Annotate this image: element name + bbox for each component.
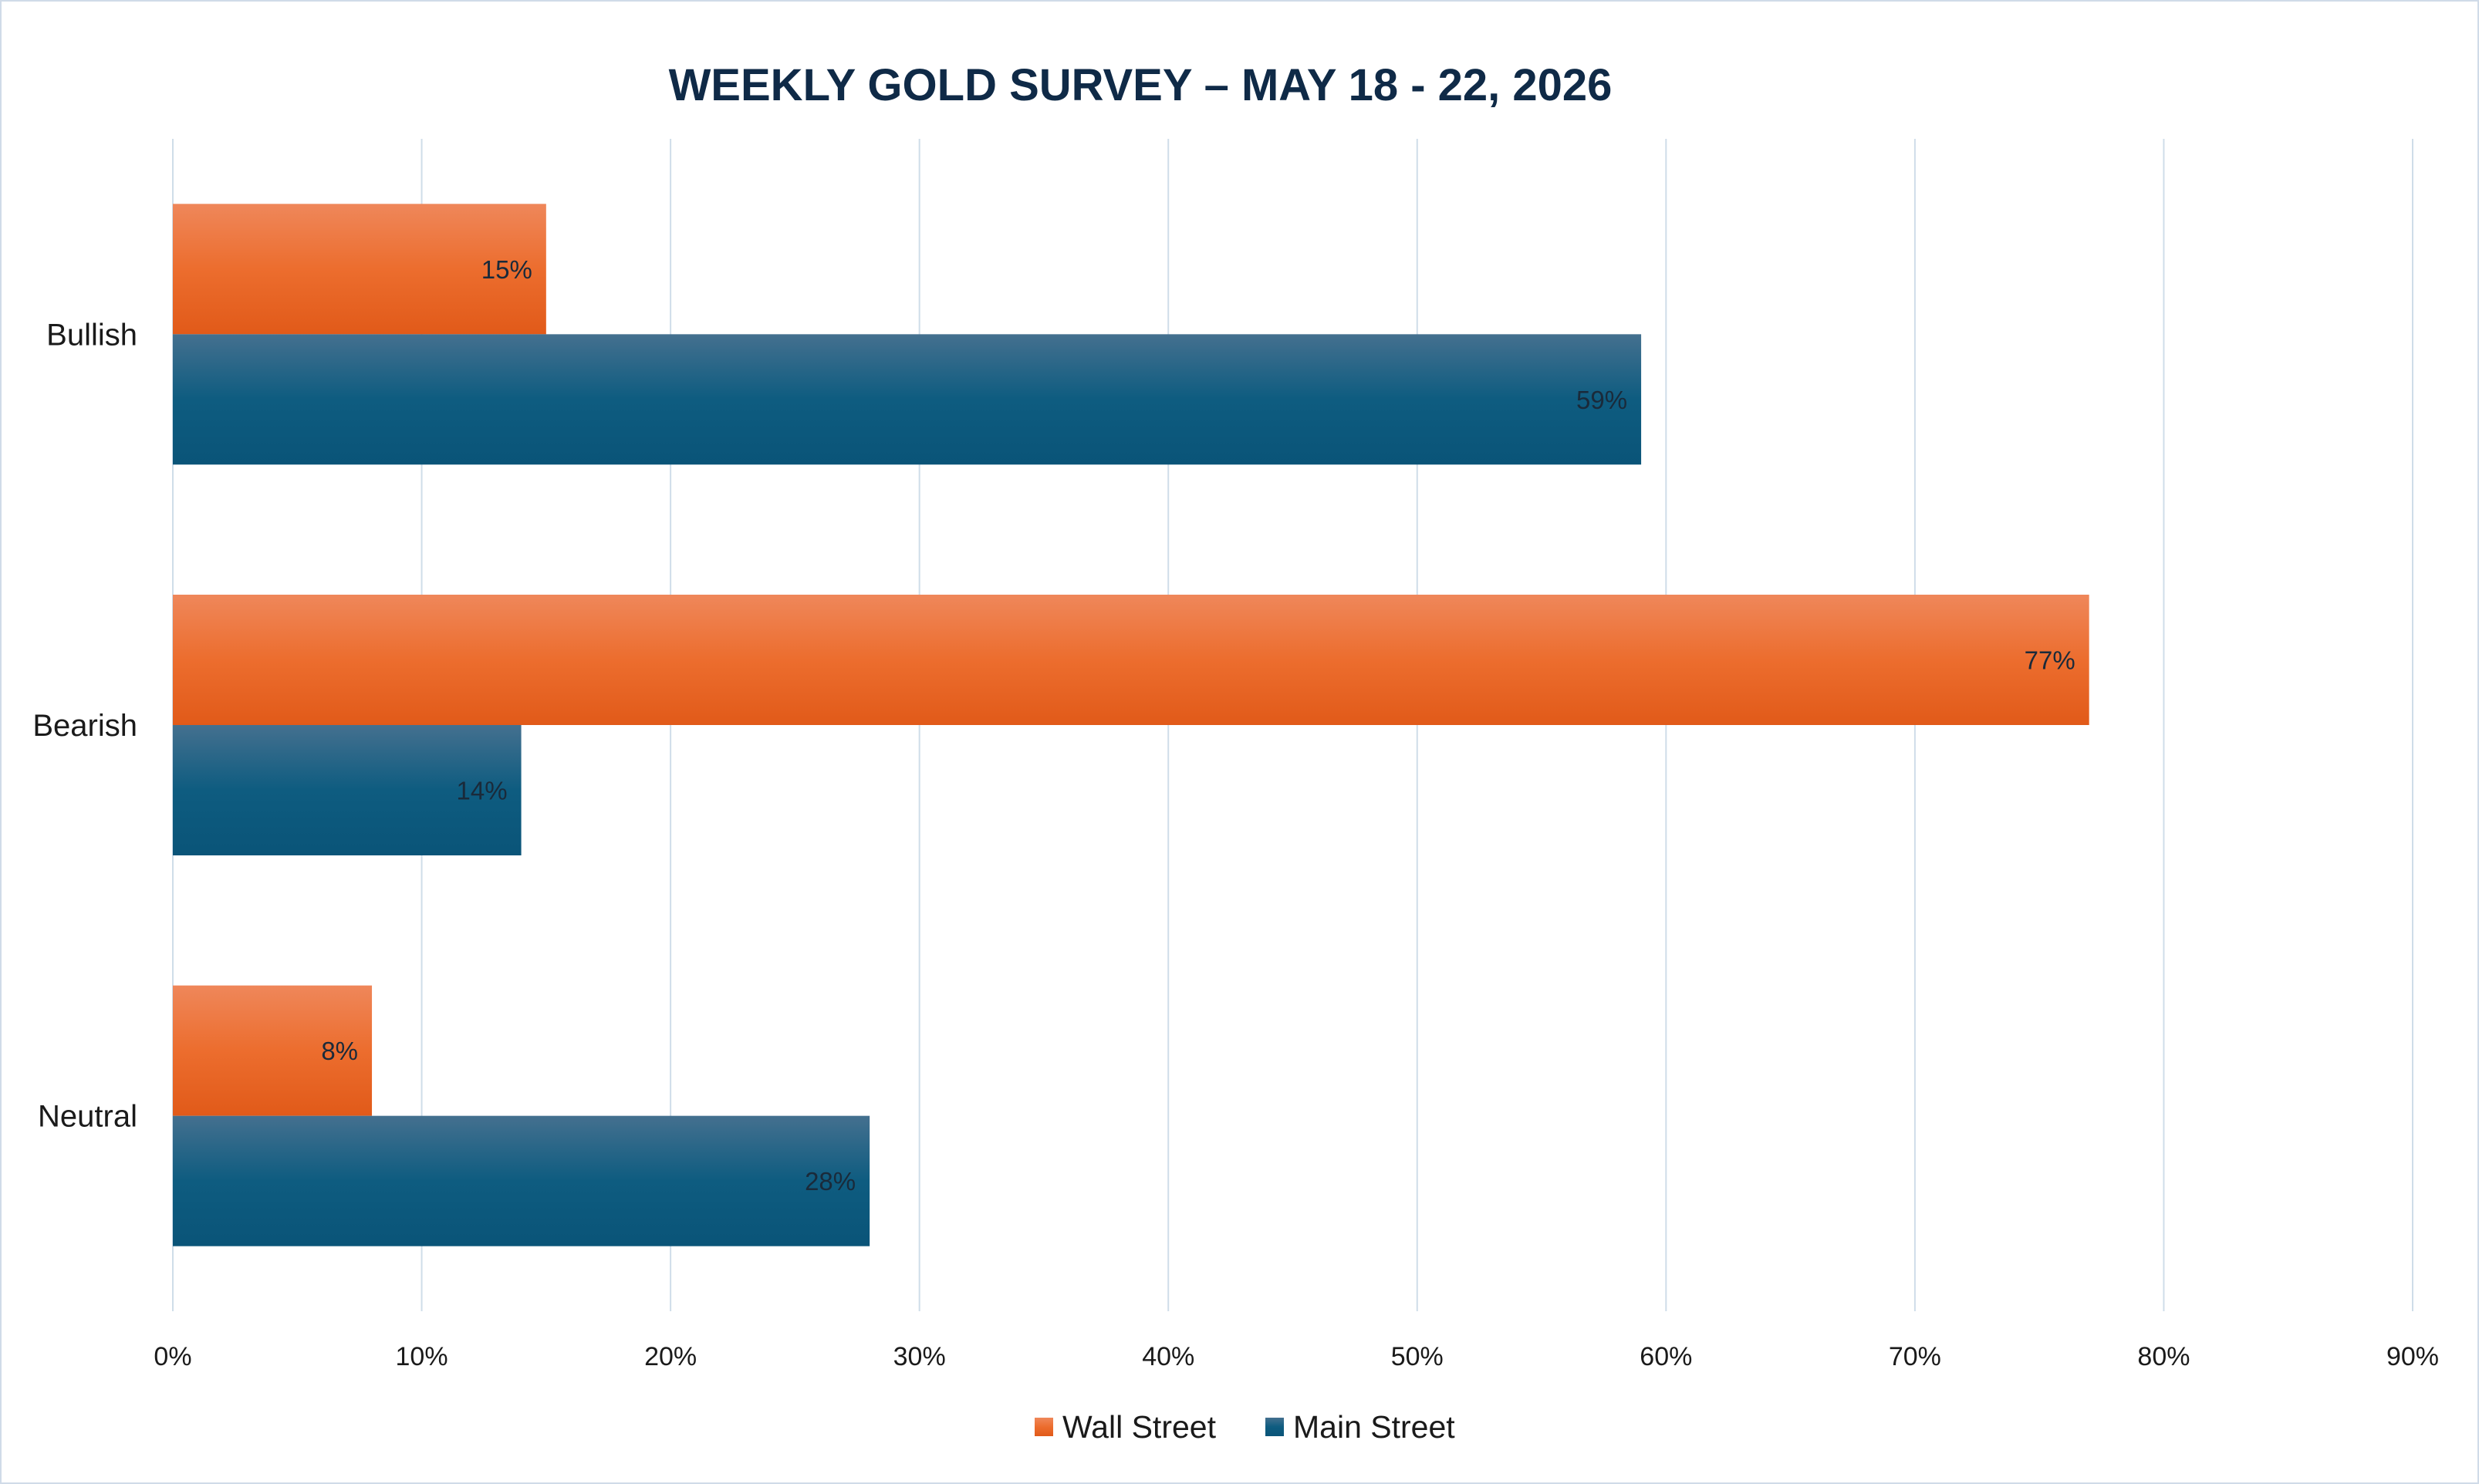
legend-swatch-wall-street xyxy=(1035,1418,1053,1436)
data-label-main-street-bearish: 14% xyxy=(457,777,508,805)
data-label-main-street-bullish: 59% xyxy=(1576,386,1627,414)
bar-wall-street-neutral xyxy=(173,985,373,1116)
bar-main-street-neutral xyxy=(173,1115,870,1246)
legend-label-main-street: Main Street xyxy=(1293,1409,1455,1445)
x-tick-label: 60% xyxy=(1640,1342,1692,1371)
x-tick-label: 80% xyxy=(2137,1342,2190,1371)
x-tick-label: 0% xyxy=(154,1342,191,1371)
x-axis-tick-labels: 0% 10% 20% 30% 40% 50% 60% 70% 80% 90% xyxy=(154,1342,2439,1371)
chart-title: WEEKLY GOLD SURVEY – MAY 18 - 22, 2026 xyxy=(669,60,1613,110)
data-label-wall-street-bullish: 15% xyxy=(481,255,532,284)
data-label-wall-street-neutral: 8% xyxy=(321,1037,358,1065)
category-label-bearish: Bearish xyxy=(32,709,137,743)
category-label-bullish: Bullish xyxy=(46,318,137,352)
legend: Wall Street Main Street xyxy=(1035,1409,1455,1445)
bar-wall-street-bullish xyxy=(173,204,546,335)
legend-swatch-main-street xyxy=(1265,1418,1284,1436)
category-label-neutral: Neutral xyxy=(38,1100,137,1134)
x-tick-label: 50% xyxy=(1391,1342,1444,1371)
x-tick-label: 40% xyxy=(1142,1342,1194,1371)
x-tick-label: 10% xyxy=(396,1342,448,1371)
legend-label-wall-street: Wall Street xyxy=(1062,1409,1217,1445)
x-tick-label: 30% xyxy=(893,1342,946,1371)
data-label-main-street-neutral: 28% xyxy=(805,1167,856,1196)
category-labels: Bullish Bearish Neutral xyxy=(32,318,137,1133)
bar-wall-street-bearish xyxy=(173,595,2089,725)
data-label-wall-street-bearish: 77% xyxy=(2025,646,2075,675)
bars xyxy=(173,204,2089,1246)
bar-main-street-bearish xyxy=(173,725,522,855)
x-tick-label: 90% xyxy=(2386,1342,2439,1371)
bar-main-street-bullish xyxy=(173,334,1642,465)
data-labels: 15% 59% 77% 14% 8% 28% xyxy=(321,255,2075,1196)
x-tick-label: 20% xyxy=(644,1342,697,1371)
x-tick-label: 70% xyxy=(1889,1342,1941,1371)
